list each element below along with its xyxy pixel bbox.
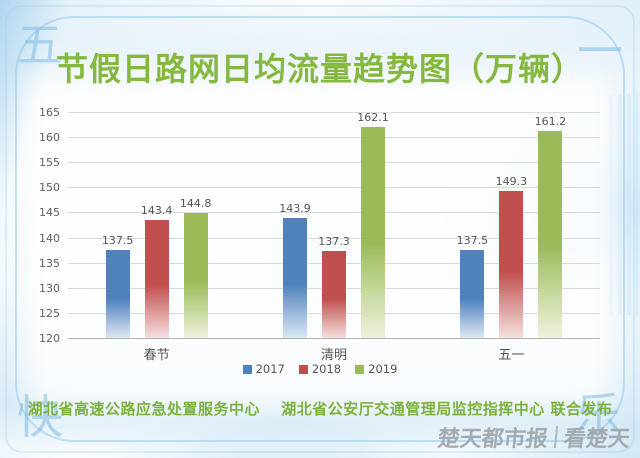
bar-value-label: 162.1 (357, 110, 389, 124)
legend-item: 2019 (355, 362, 397, 376)
bar-value-label: 143.9 (279, 201, 311, 215)
y-tick-label: 120 (39, 332, 60, 345)
bar-value-label: 137.5 (456, 234, 489, 248)
bar-value-label: 149.3 (495, 174, 528, 188)
grid-line (68, 137, 600, 139)
legend-label: 2018 (311, 362, 342, 376)
y-tick-label: 130 (39, 281, 60, 295)
x-category-label: 清明 (320, 348, 347, 363)
y-tick-label: 145 (39, 206, 60, 220)
bar-2019-清明 (361, 126, 385, 338)
bar-2018-五一 (499, 190, 524, 338)
bar-2018-春节 (144, 220, 169, 338)
y-tick-label: 135 (39, 256, 60, 270)
x-category-label: 五一 (498, 348, 525, 363)
corner-character-top-left: 五 (17, 18, 63, 72)
grid-line (68, 162, 600, 164)
bar-2017-五一 (460, 250, 485, 338)
watermark-slogan: 看楚天 (562, 426, 632, 452)
y-tick-label: 160 (39, 131, 60, 145)
issuers-text: 湖北省高速公路应急处置服务中心 湖北省公安厅交通管理局监控指挥中心 联合发布 (27, 400, 613, 418)
bar-value-label: 144.8 (179, 197, 212, 211)
bar-2017-春节 (105, 250, 130, 338)
x-category-label: 春节 (143, 348, 170, 363)
corner-character-bottom-right: 乐 (575, 388, 621, 442)
bar-value-label: 137.3 (318, 235, 350, 249)
legend-label: 2017 (255, 362, 285, 376)
y-tick-label: 125 (39, 306, 60, 320)
corner-character-top-right: 一 (577, 24, 623, 78)
bar-2018-清明 (322, 251, 346, 338)
y-tick-label: 165 (39, 106, 60, 119)
y-tick-label: 150 (39, 181, 60, 195)
legend-swatch (298, 364, 308, 374)
grid-line (68, 212, 600, 214)
watermark-divider (553, 426, 559, 448)
bar-value-label: 161.2 (534, 115, 567, 129)
newspaper-watermark: 楚天都市报 看楚天 (436, 421, 631, 453)
bar-value-label: 137.5 (101, 234, 134, 248)
page-title: 节假日路网日均流量趋势图（万辆） (55, 50, 584, 88)
bar-value-label: 143.4 (140, 204, 173, 218)
legend-label: 2019 (368, 362, 398, 376)
legend-item: 2018 (298, 362, 342, 376)
grid-line (68, 112, 600, 113)
y-tick-label: 140 (39, 231, 60, 245)
bar-2019-五一 (538, 131, 563, 338)
grid-line (68, 187, 600, 189)
grid-line (68, 338, 600, 339)
corner-character-bottom-left: 快 (17, 390, 63, 444)
watermark-name: 楚天都市报 (436, 426, 550, 452)
chart-legend: 2017 2018 2019 (0, 362, 640, 376)
legend-swatch (355, 364, 365, 374)
grid-line (68, 237, 600, 239)
legend-item: 2017 (242, 362, 285, 376)
y-tick-label: 155 (39, 156, 60, 170)
bar-2019-春节 (183, 213, 208, 338)
bar-2017-清明 (283, 217, 307, 338)
legend-swatch (242, 364, 252, 374)
